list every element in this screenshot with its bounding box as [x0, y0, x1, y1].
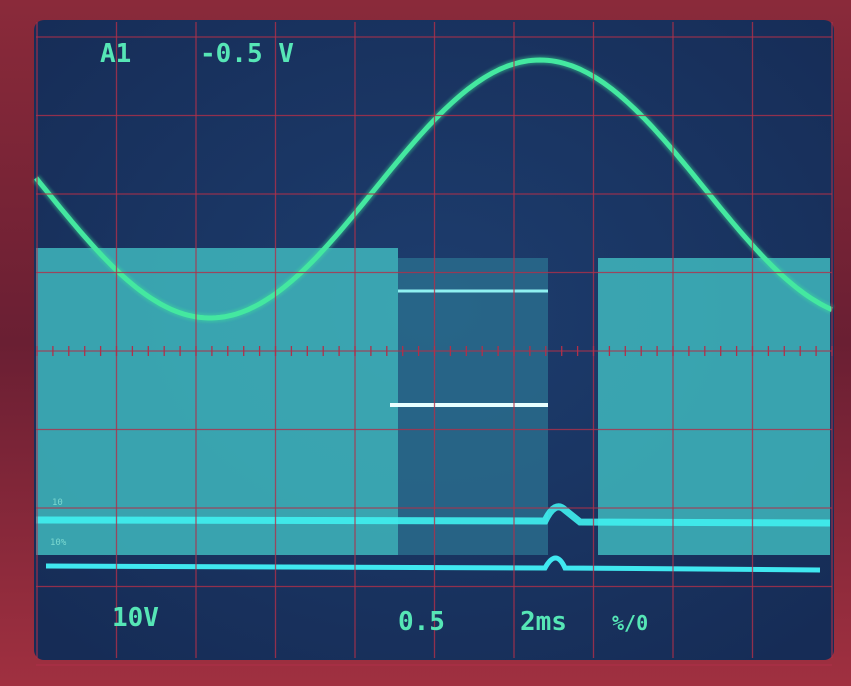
channel-readout: A1: [100, 39, 131, 69]
time-readout: 2ms: [520, 607, 567, 637]
mode-readout: %/0: [612, 611, 648, 635]
graticule-mark: 10%: [50, 538, 67, 548]
graticule-mark: 10: [52, 498, 63, 508]
signal-block: [598, 258, 830, 555]
volts-readout: 10V: [112, 603, 159, 633]
graticule: [36, 22, 833, 666]
offset-readout: -0.5 V: [200, 39, 294, 69]
signal-block: [36, 248, 398, 555]
digital-trace: [35, 503, 831, 527]
position-readout: 0.5: [398, 607, 445, 637]
digital-trace: [45, 555, 821, 573]
traces: [32, 55, 834, 573]
